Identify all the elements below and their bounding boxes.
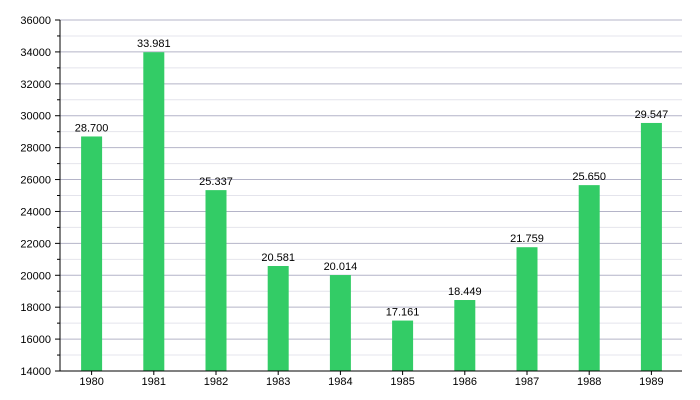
- x-tick-label-1985: 1985: [390, 376, 414, 388]
- data-label-1983: 20.581: [261, 252, 295, 264]
- y-tick-label: 28000: [20, 143, 51, 155]
- bar-1980: [81, 136, 103, 371]
- x-tick-label-1989: 1989: [639, 376, 663, 388]
- y-tick-label: 14000: [20, 366, 51, 378]
- x-tick-label-1981: 1981: [142, 376, 166, 388]
- data-labels: 28.700 33.981 25.337 20.581 20.014 17.161 18.4…: [75, 38, 668, 318]
- y-tick-label: 20000: [20, 270, 51, 282]
- x-tick-label-1980: 1980: [79, 376, 103, 388]
- axes: 14000 16000 18000 20000 22000 24000 26000 28000…: [20, 15, 682, 388]
- bar-1982: [205, 190, 227, 371]
- data-label-1986: 18.449: [448, 286, 482, 298]
- data-label-1980: 28.700: [75, 122, 109, 134]
- y-tick-label: 26000: [20, 175, 51, 187]
- bar-1988: [578, 185, 600, 371]
- y-tick-label: 34000: [20, 47, 51, 59]
- x-tick-label-1986: 1986: [453, 376, 477, 388]
- bar-1986: [454, 300, 476, 371]
- bar-1989: [640, 122, 662, 371]
- data-label-1989: 29.547: [635, 109, 669, 121]
- bar-1987: [516, 247, 538, 371]
- y-tick-label: 18000: [20, 302, 51, 314]
- y-tick-label: 22000: [20, 238, 51, 250]
- data-label-1984: 20.014: [324, 261, 358, 273]
- data-label-1988: 25.650: [572, 171, 606, 183]
- y-tick-label: 30000: [20, 111, 51, 123]
- y-tick-label: 24000: [20, 206, 51, 218]
- y-tick-label: 32000: [20, 79, 51, 91]
- data-label-1985: 17.161: [386, 307, 420, 319]
- x-tick-label-1983: 1983: [266, 376, 290, 388]
- bars: [81, 52, 662, 372]
- x-tick-label-1988: 1988: [577, 376, 601, 388]
- data-label-1987: 21.759: [510, 233, 544, 245]
- y-tick-label: 36000: [20, 15, 51, 27]
- data-label-1981: 33.981: [137, 38, 171, 50]
- bar-1984: [329, 275, 351, 371]
- bar-1983: [267, 266, 289, 371]
- x-tick-label-1987: 1987: [515, 376, 539, 388]
- x-tick-label-1982: 1982: [204, 376, 228, 388]
- x-tick-label-1984: 1984: [328, 376, 352, 388]
- bar-1985: [392, 320, 414, 371]
- y-tick-label: 16000: [20, 334, 51, 346]
- data-label-1982: 25.337: [199, 176, 233, 188]
- bar-1981: [143, 52, 165, 372]
